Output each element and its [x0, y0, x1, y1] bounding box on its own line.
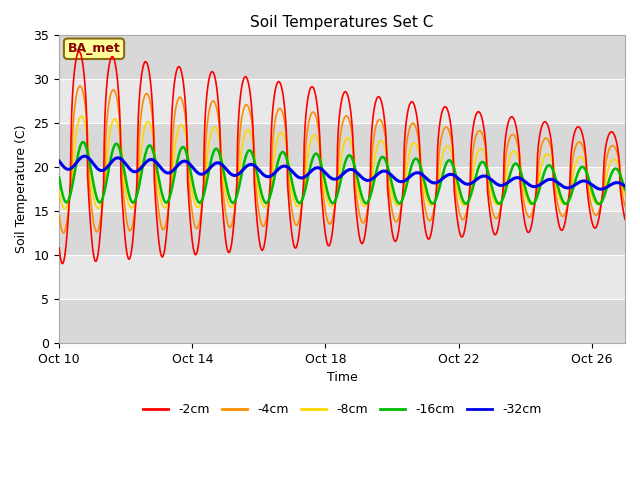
Text: BA_met: BA_met: [68, 42, 120, 55]
Bar: [59, 79, 625, 123]
X-axis label: Time: Time: [326, 372, 358, 384]
Legend: -2cm, -4cm, -8cm, -16cm, -32cm: -2cm, -4cm, -8cm, -16cm, -32cm: [138, 398, 547, 421]
Title: Soil Temperatures Set C: Soil Temperatures Set C: [250, 15, 434, 30]
Bar: [59, 299, 625, 343]
Y-axis label: Soil Temperature (C): Soil Temperature (C): [15, 125, 28, 253]
Bar: [59, 167, 625, 211]
Bar: [59, 36, 625, 79]
Bar: [59, 255, 625, 299]
Bar: [59, 211, 625, 255]
Bar: [59, 123, 625, 167]
